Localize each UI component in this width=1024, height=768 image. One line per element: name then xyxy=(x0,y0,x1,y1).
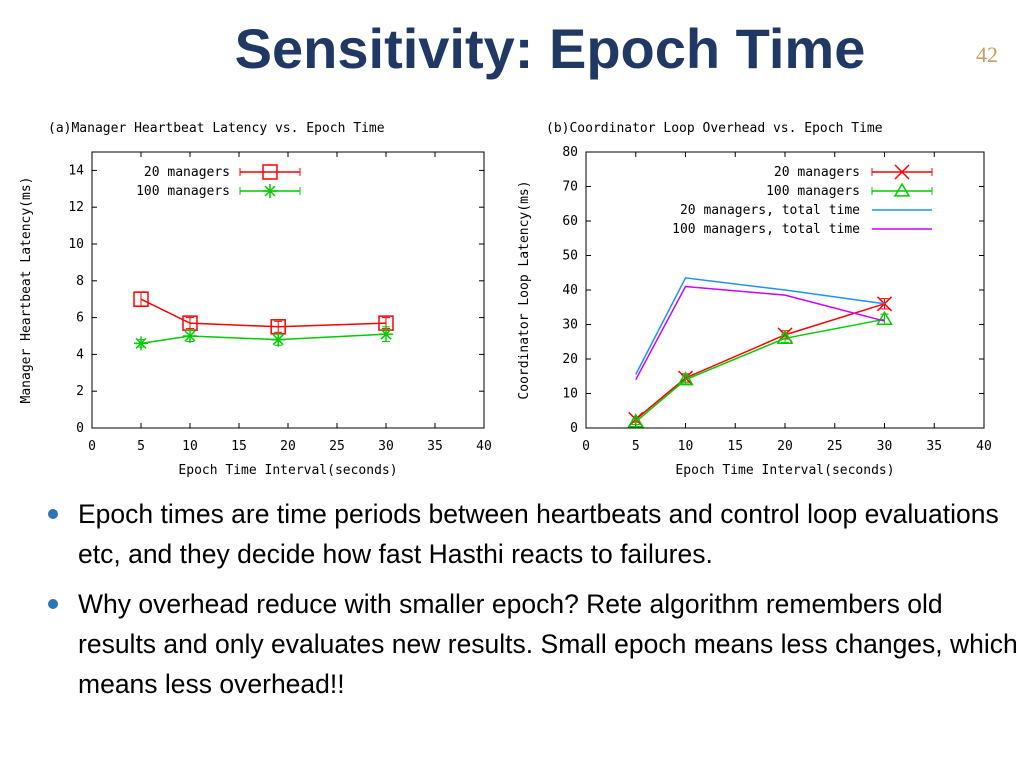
y-axis-label: Coordinator Loop Latency(ms) xyxy=(517,180,532,399)
y-tick-label: 10 xyxy=(562,387,578,402)
chart-title: (a)Manager Heartbeat Latency vs. Epoch T… xyxy=(48,121,385,136)
legend-label: 20 managers xyxy=(144,165,230,180)
x-tick-label: 10 xyxy=(678,439,694,454)
bullet-list: Epoch times are time periods between hea… xyxy=(44,494,1019,714)
x-axis-label: Epoch Time Interval(seconds) xyxy=(178,463,397,478)
star-marker-stroke xyxy=(135,337,147,349)
series-0 xyxy=(628,296,893,427)
x-tick-label: 30 xyxy=(877,439,893,454)
series-3 xyxy=(635,285,885,381)
y-axis-label: Manager Heartbeat Latency(ms) xyxy=(19,177,34,404)
series-line xyxy=(140,298,387,328)
y-tick-label: 0 xyxy=(570,421,578,436)
x-tick-label: 40 xyxy=(976,439,992,454)
x-tick-label: 35 xyxy=(926,439,942,454)
x-tick-label: 30 xyxy=(378,439,394,454)
series-line xyxy=(140,333,387,345)
y-tick-label: 12 xyxy=(68,200,84,215)
x-tick-label: 40 xyxy=(476,439,492,454)
square-marker xyxy=(262,164,278,180)
star-marker-stroke xyxy=(380,328,392,340)
y-tick-label: 6 xyxy=(76,311,84,326)
y-tick-label: 50 xyxy=(562,249,578,264)
bullet-text: Epoch times are time periods between hea… xyxy=(78,499,999,569)
star-marker-stroke xyxy=(264,185,276,197)
y-tick-label: 10 xyxy=(68,237,84,252)
y-tick-label: 0 xyxy=(76,421,84,436)
y-tick-label: 70 xyxy=(562,180,578,195)
y-tick-label: 14 xyxy=(68,163,84,178)
legend-label: 20 managers xyxy=(774,165,860,180)
x-marker-stroke xyxy=(894,164,910,180)
star-marker-stroke xyxy=(272,334,284,346)
y-tick-label: 40 xyxy=(562,283,578,298)
bullet-item: Why overhead reduce with smaller epoch? … xyxy=(44,584,1019,704)
y-tick-label: 20 xyxy=(562,352,578,367)
triangle-marker xyxy=(677,371,694,386)
x-tick-label: 5 xyxy=(632,439,640,454)
series-1 xyxy=(627,310,893,428)
chart-title: (b)Coordinator Loop Overhead vs. Epoch T… xyxy=(546,121,883,136)
chart-coordinator-overhead: (b)Coordinator Loop Overhead vs. Epoch T… xyxy=(517,121,992,478)
y-tick-label: 8 xyxy=(76,274,84,289)
y-tick-label: 30 xyxy=(562,318,578,333)
triangle-marker xyxy=(893,182,911,197)
bullet-text: Why overhead reduce with smaller epoch? … xyxy=(78,589,1018,699)
x-tick-label: 0 xyxy=(582,439,590,454)
series-1 xyxy=(134,326,393,351)
legend-label: 100 managers xyxy=(766,184,860,199)
triangle-marker xyxy=(876,310,893,325)
page-number: 42 xyxy=(976,42,998,67)
series-line xyxy=(635,318,885,423)
x-tick-label: 15 xyxy=(231,439,247,454)
series-line xyxy=(635,303,885,420)
star-marker-stroke xyxy=(184,330,196,342)
x-tick-label: 35 xyxy=(427,439,443,454)
legend-label: 100 managers xyxy=(136,184,230,199)
legend-label: 20 managers, total time xyxy=(680,203,860,218)
bullet-dot-icon xyxy=(48,599,58,609)
triangle-marker xyxy=(776,329,794,344)
x-tick-label: 0 xyxy=(88,439,96,454)
x-tick-label: 20 xyxy=(280,439,296,454)
square-marker xyxy=(133,291,149,307)
series-line xyxy=(635,277,885,375)
legend-label: 100 managers, total time xyxy=(672,222,860,237)
bullet-item: Epoch times are time periods between hea… xyxy=(44,494,1019,574)
x-tick-label: 15 xyxy=(727,439,743,454)
triangle-marker xyxy=(627,413,645,428)
x-axis-label: Epoch Time Interval(seconds) xyxy=(675,463,894,478)
series-line xyxy=(635,285,885,381)
y-tick-label: 60 xyxy=(562,214,578,229)
x-tick-label: 20 xyxy=(777,439,793,454)
y-tick-label: 80 xyxy=(562,145,578,160)
y-tick-label: 4 xyxy=(76,347,84,362)
x-tick-label: 10 xyxy=(182,439,198,454)
bullet-dot-icon xyxy=(48,509,58,519)
x-tick-label: 5 xyxy=(137,439,145,454)
series-2 xyxy=(635,277,885,375)
x-tick-label: 25 xyxy=(827,439,843,454)
series-0 xyxy=(133,291,394,335)
slide-title: Sensitivity: Epoch Time xyxy=(234,17,866,80)
y-tick-label: 2 xyxy=(76,384,84,399)
x-tick-label: 25 xyxy=(329,439,345,454)
chart-heartbeat-latency: (a)Manager Heartbeat Latency vs. Epoch T… xyxy=(19,121,492,478)
